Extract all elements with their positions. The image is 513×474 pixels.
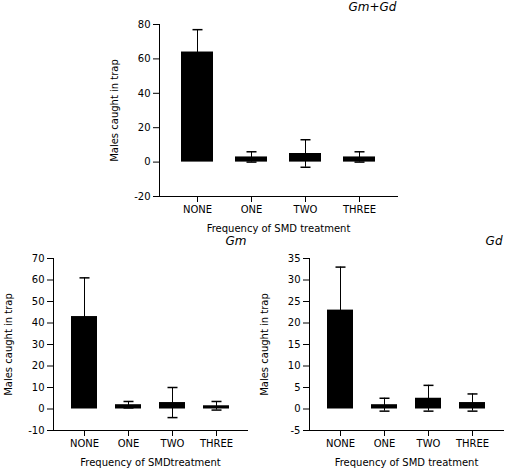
html-text:Gm: Gm xyxy=(225,234,247,248)
svg-text:THREE: THREE xyxy=(198,438,232,449)
svg-text:20: 20 xyxy=(137,122,150,133)
svg-text:40: 40 xyxy=(31,317,44,328)
svg-text:NONE: NONE xyxy=(69,438,98,449)
svg-text:50: 50 xyxy=(31,296,44,307)
svg-text:ONE: ONE xyxy=(373,438,395,449)
svg-text:40: 40 xyxy=(137,88,150,99)
svg-text:70: 70 xyxy=(31,253,44,264)
svg-text:60: 60 xyxy=(31,274,44,285)
svg-text:Frequency of SMDtreatment: Frequency of SMDtreatment xyxy=(80,457,221,468)
svg-text:10: 10 xyxy=(31,382,44,393)
html-text:Gd: Gd xyxy=(485,234,503,248)
svg-text:30: 30 xyxy=(31,339,44,350)
svg-text:25: 25 xyxy=(287,296,300,307)
svg-text:20: 20 xyxy=(287,317,300,328)
svg-text:-5: -5 xyxy=(290,425,300,436)
svg-text:THREE: THREE xyxy=(341,204,375,215)
svg-text:-10: -10 xyxy=(28,425,44,436)
svg-text:0: 0 xyxy=(38,403,44,414)
svg-text:NONE: NONE xyxy=(182,204,211,215)
svg-text:Frequency of SMD treatment: Frequency of SMD treatment xyxy=(206,223,350,234)
svg-text:35: 35 xyxy=(287,253,300,264)
svg-text:30: 30 xyxy=(287,274,300,285)
svg-text:5: 5 xyxy=(294,382,300,393)
svg-text:Males caught in trap: Males caught in trap xyxy=(258,293,269,396)
html-text:Gm+Gd: Gm+Gd xyxy=(348,0,397,14)
svg-text:TWO: TWO xyxy=(292,204,317,215)
svg-text:NONE: NONE xyxy=(325,438,354,449)
svg-text:-20: -20 xyxy=(134,191,150,202)
svg-text:THREE: THREE xyxy=(454,438,488,449)
svg-text:Males caught in trap: Males caught in trap xyxy=(108,59,119,162)
svg-text:TWO: TWO xyxy=(159,438,184,449)
svg-text:15: 15 xyxy=(287,339,300,350)
svg-text:Males caught in trap: Males caught in trap xyxy=(2,293,13,396)
svg-text:ONE: ONE xyxy=(240,204,262,215)
svg-text:ONE: ONE xyxy=(117,438,139,449)
svg-text:80: 80 xyxy=(137,19,150,30)
svg-text:0: 0 xyxy=(144,156,150,167)
svg-text:Frequency of SMD treatment: Frequency of SMD treatment xyxy=(334,457,478,468)
svg-text:60: 60 xyxy=(137,53,150,64)
svg-text:0: 0 xyxy=(294,403,300,414)
svg-text:20: 20 xyxy=(31,360,44,371)
svg-text:10: 10 xyxy=(287,360,300,371)
svg-text:TWO: TWO xyxy=(415,438,440,449)
